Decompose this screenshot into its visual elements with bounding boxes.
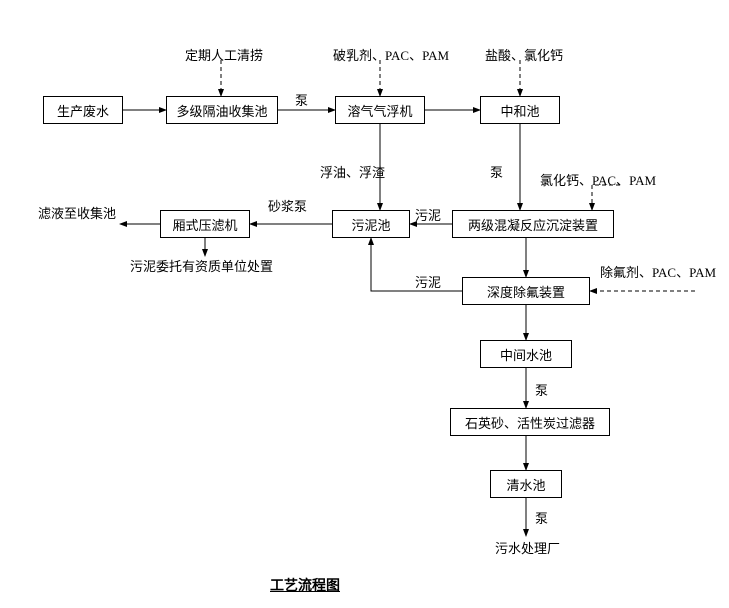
- label-text: 浮油、浮渣: [320, 165, 385, 180]
- label-l_sandpump: 砂浆泵: [268, 196, 307, 215]
- node-label: 中和池: [500, 101, 539, 120]
- node-label: 清水池: [506, 475, 545, 494]
- node-label: 生产废水: [57, 101, 109, 120]
- label-l_wwtp: 污水处理厂: [495, 538, 560, 557]
- label-text: 污泥: [415, 208, 441, 223]
- label-text: 砂浆泵: [268, 199, 307, 214]
- node-label: 多级隔油收集池: [176, 101, 267, 120]
- label-l_chem1: 破乳剂、PAC、PAM: [333, 45, 449, 64]
- label-text: 除氟剂、PAC、PAM: [600, 265, 716, 280]
- label-text: 污泥: [415, 275, 441, 290]
- label-l_pump1: 泵: [295, 90, 308, 109]
- node-n1: 生产废水: [43, 96, 123, 124]
- label-l_chem4: 除氟剂、PAC、PAM: [600, 262, 716, 281]
- label-text: 滤液至收集池: [38, 206, 116, 221]
- label-l_sludge1: 污泥: [415, 205, 441, 224]
- node-n2: 多级隔油收集池: [166, 96, 278, 124]
- node-n6: 污泥池: [332, 210, 410, 238]
- node-n5: 两级混凝反应沉淀装置: [452, 210, 614, 238]
- label-l_pump2: 泵: [490, 162, 503, 181]
- label-text: 泵: [490, 165, 503, 180]
- node-label: 溶气气浮机: [347, 101, 412, 120]
- label-l_disposal: 污泥委托有资质单位处置: [130, 256, 273, 275]
- label-text: 泵: [295, 93, 308, 108]
- label-text: 氯化钙、PAC、PAM: [540, 173, 656, 188]
- label-text: 泵: [535, 511, 548, 526]
- node-n9: 中间水池: [480, 340, 572, 368]
- node-n11: 清水池: [490, 470, 562, 498]
- node-n3: 溶气气浮机: [335, 96, 425, 124]
- node-label: 中间水池: [500, 345, 552, 364]
- label-l_pump4: 泵: [535, 508, 548, 527]
- label-l_pump3: 泵: [535, 380, 548, 399]
- flowchart-canvas: 生产废水 多级隔油收集池 溶气气浮机 中和池两级混凝反应沉淀装置 污泥池 厢式压滤机深度除…: [0, 0, 729, 608]
- label-l_float: 浮油、浮渣: [320, 162, 385, 181]
- label-text: 污水处理厂: [495, 541, 560, 556]
- label-l_chem2: 盐酸、氯化钙: [485, 45, 563, 64]
- node-label: 石英砂、活性炭过滤器: [465, 413, 595, 432]
- node-n8: 深度除氟装置: [462, 277, 590, 305]
- node-label: 深度除氟装置: [487, 282, 565, 301]
- diagram-title: 工艺流程图: [270, 575, 340, 595]
- label-l_sludge2: 污泥: [415, 272, 441, 291]
- label-text: 泵: [535, 383, 548, 398]
- node-n7: 厢式压滤机: [160, 210, 250, 238]
- label-text: 破乳剂、PAC、PAM: [333, 48, 449, 63]
- node-label: 污泥池: [351, 215, 390, 234]
- label-text: 盐酸、氯化钙: [485, 48, 563, 63]
- edges-layer: [0, 0, 729, 608]
- label-l_chem3: 氯化钙、PAC、PAM: [540, 170, 656, 189]
- label-l_cleanup: 定期人工清捞: [185, 45, 263, 64]
- label-text: 污泥委托有资质单位处置: [130, 259, 273, 274]
- label-text: 定期人工清捞: [185, 48, 263, 63]
- node-n10: 石英砂、活性炭过滤器: [450, 408, 610, 436]
- node-label: 两级混凝反应沉淀装置: [468, 215, 598, 234]
- node-label: 厢式压滤机: [172, 215, 237, 234]
- label-l_filtrate: 滤液至收集池: [38, 203, 116, 222]
- node-n4: 中和池: [480, 96, 560, 124]
